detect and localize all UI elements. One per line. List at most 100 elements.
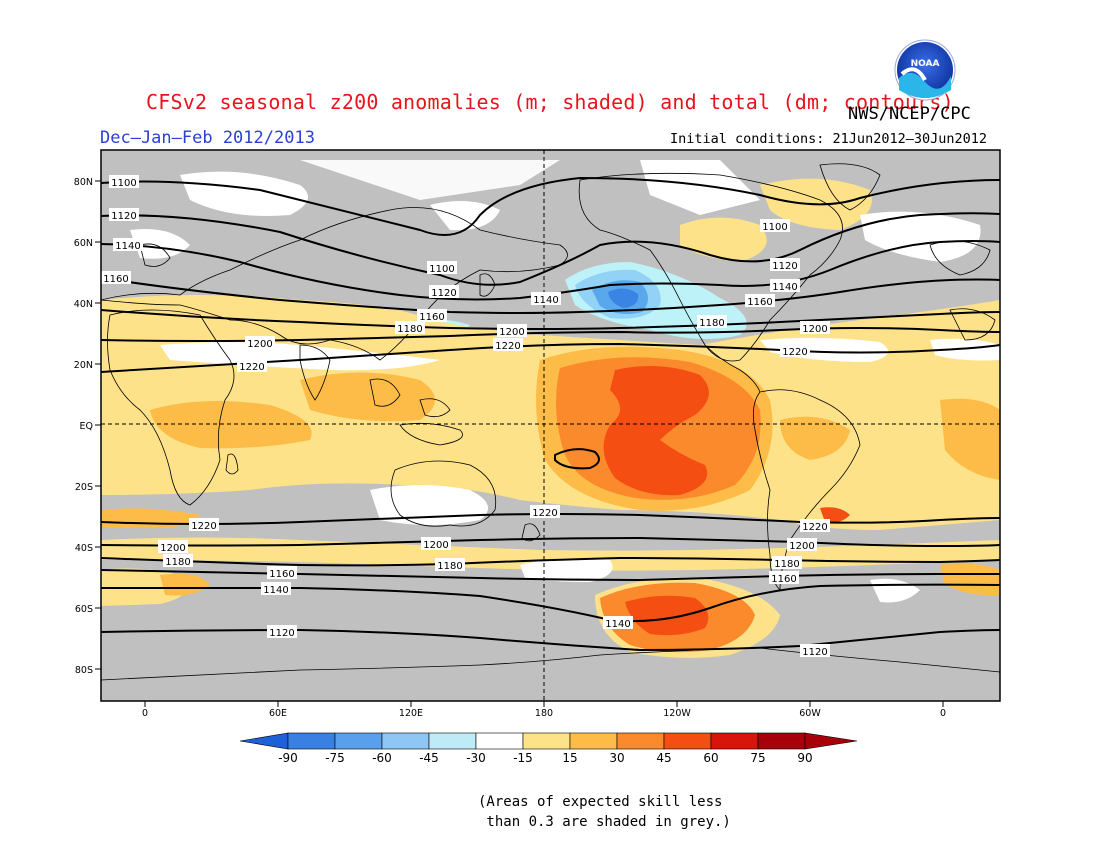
lon-tick: 120W [663, 701, 691, 719]
contour-label: 1100 [109, 175, 139, 189]
lon-tick: 0 [940, 701, 946, 719]
svg-text:1100: 1100 [429, 264, 454, 275]
colorbar-box [522, 732, 571, 750]
colorbar-box [381, 732, 430, 750]
colorbar-tick-label: -45 [419, 751, 439, 765]
colorbar-tick-label: -60 [372, 751, 392, 765]
svg-text:80S: 80S [75, 665, 93, 676]
contour-label: 1120 [109, 208, 139, 222]
svg-text:1120: 1120 [269, 628, 294, 639]
skill-note: (Areas of expected skill less than 0.3 a… [478, 794, 731, 830]
contour-label: 1220 [237, 359, 267, 373]
season-label: Dec–Jan–Feb 2012/2013 [100, 128, 315, 148]
colorbar-box [475, 732, 524, 750]
map-area: 1100 1120 1140 1160 1100 1120 1140 1160 … [101, 150, 1000, 701]
colorbar-box [334, 732, 383, 750]
lon-tick: 0 [142, 701, 148, 719]
contour-label: 1140 [531, 292, 561, 306]
svg-text:1140: 1140 [772, 282, 797, 293]
contour-label: 1160 [769, 571, 799, 585]
contour-1100 [101, 176, 1000, 236]
svg-text:1220: 1220 [532, 508, 557, 519]
svg-text:60N: 60N [74, 238, 93, 249]
contour-1160 [101, 277, 1000, 314]
svg-text:1140: 1140 [533, 295, 558, 306]
contour-1200-s [101, 536, 1000, 548]
lat-tick: 40S [75, 543, 101, 554]
svg-text:1120: 1120 [431, 288, 456, 299]
svg-text:1160: 1160 [771, 574, 796, 585]
svg-text:1220: 1220 [782, 347, 807, 358]
contour-label: 1200 [158, 540, 188, 554]
svg-text:1120: 1120 [802, 647, 827, 658]
contour-label: 1220 [800, 519, 830, 533]
colorbar: -90 -75 -60 -45 -30 -15 15 30 45 60 75 90 [239, 732, 858, 765]
svg-text:1180: 1180 [699, 318, 724, 329]
svg-text:1200: 1200 [423, 540, 448, 551]
contour-label: 1180 [163, 554, 193, 568]
svg-text:120W: 120W [663, 708, 691, 719]
svg-text:1180: 1180 [437, 561, 462, 572]
svg-text:1160: 1160 [103, 274, 128, 285]
colorbar-tick-label: 90 [797, 751, 812, 765]
colorbar-box [710, 732, 759, 750]
svg-text:1140: 1140 [115, 241, 140, 252]
colorbar-high-arrow [804, 732, 858, 750]
lon-tick: 180 [535, 701, 553, 719]
svg-text:1100: 1100 [762, 222, 787, 233]
svg-text:1200: 1200 [499, 327, 524, 338]
contour-label: 1120 [770, 258, 800, 272]
lat-tick: 40N [74, 299, 101, 310]
colorbar-box [569, 732, 618, 750]
contour-label: 1120 [267, 625, 297, 639]
contour-1120 [101, 212, 1000, 286]
contour-label: 1160 [745, 294, 775, 308]
colorbar-tick-label: 75 [750, 751, 765, 765]
svg-text:40S: 40S [75, 543, 93, 554]
colorbar-box [616, 732, 665, 750]
svg-text:1200: 1200 [802, 324, 827, 335]
lat-tick: EQ [80, 421, 101, 432]
svg-text:EQ: EQ [80, 421, 93, 432]
svg-text:180: 180 [535, 708, 553, 719]
contour-label: 1100 [760, 219, 790, 233]
svg-text:0: 0 [940, 708, 946, 719]
contour-label: 1180 [772, 556, 802, 570]
contour-label: 1180 [435, 558, 465, 572]
svg-text:1120: 1120 [111, 211, 136, 222]
svg-text:0: 0 [142, 708, 148, 719]
contour-label: 1140 [603, 616, 633, 630]
svg-text:20N: 20N [74, 360, 93, 371]
svg-text:1220: 1220 [239, 362, 264, 373]
svg-text:1220: 1220 [495, 341, 520, 352]
contour-1220-s [101, 513, 1000, 525]
contour-1180-s [101, 556, 1000, 567]
colorbar-tick-label: -90 [278, 751, 298, 765]
contour-label: 1140 [261, 582, 291, 596]
lat-tick: 20N [74, 360, 101, 371]
colorbar-tick-label: -75 [325, 751, 345, 765]
svg-text:1140: 1140 [605, 619, 630, 630]
svg-text:40N: 40N [74, 299, 93, 310]
svg-text:1120: 1120 [772, 261, 797, 272]
colorbar-box [663, 732, 712, 750]
contour-label: 1160 [101, 271, 131, 285]
lon-tick: 60W [799, 701, 821, 719]
contour-label: 1200 [497, 324, 527, 338]
colorbar-low-arrow [239, 732, 289, 750]
svg-text:1160: 1160 [747, 297, 772, 308]
svg-text:80N: 80N [74, 177, 93, 188]
contour-label: 1220 [780, 344, 810, 358]
svg-text:1200: 1200 [789, 541, 814, 552]
svg-text:1220: 1220 [802, 522, 827, 533]
svg-text:60W: 60W [799, 708, 821, 719]
colorbar-tick-label: -15 [513, 751, 533, 765]
contour-label: 1200 [800, 321, 830, 335]
contour-label: 1220 [530, 505, 560, 519]
chart-title: CFSv2 seasonal z200 anomalies (m; shaded… [146, 90, 954, 114]
svg-text:60S: 60S [75, 604, 93, 615]
svg-text:1200: 1200 [160, 543, 185, 554]
contour-label: 1200 [787, 538, 817, 552]
contour-label: 1220 [189, 518, 219, 532]
contour-label: 1140 [113, 238, 143, 252]
